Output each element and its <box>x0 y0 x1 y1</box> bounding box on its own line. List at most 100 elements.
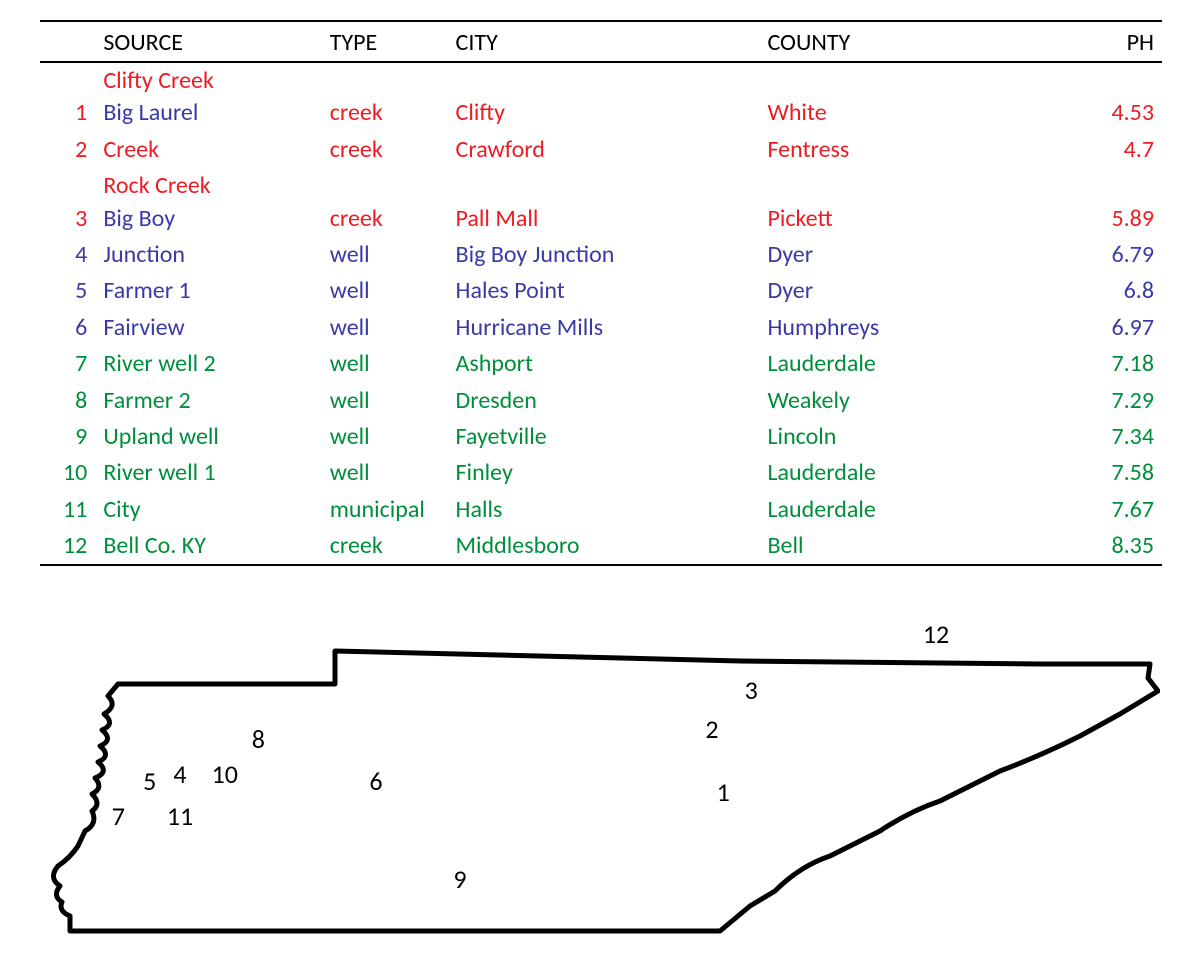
table-row: 9Upland wellwellFayetvilleLincoln7.34 <box>40 419 1162 455</box>
header-source: SOURCE <box>95 21 321 62</box>
row-county: Weakely <box>759 383 1051 419</box>
row-type: well <box>322 455 448 491</box>
table-row: 4JunctionwellBig Boy JunctionDyer6.79 <box>40 237 1162 273</box>
map-point-label: 2 <box>705 713 718 745</box>
row-city: Finley <box>448 455 760 491</box>
row-source: Fairview <box>95 310 321 346</box>
row-city: Hales Point <box>448 273 760 309</box>
row-source: City <box>95 492 321 528</box>
table-row: 8Farmer 2wellDresdenWeakely7.29 <box>40 383 1162 419</box>
tennessee-outline-icon <box>40 606 1160 956</box>
row-number: 6 <box>40 310 95 346</box>
row-source: River well 2 <box>95 346 321 382</box>
row-city: Big Boy Junction <box>448 237 760 273</box>
row-source: Junction <box>95 237 321 273</box>
map-point-label: 12 <box>923 618 949 650</box>
row-city: Middlesboro <box>448 528 760 565</box>
row-number: 11 <box>40 492 95 528</box>
table-row: 3Rock CreekBig BoycreekPall MallPickett5… <box>40 168 1162 237</box>
table-row: 12Bell Co. KYcreekMiddlesboroBell8.35 <box>40 528 1162 565</box>
row-city: Clifty <box>448 62 760 132</box>
table-row: 1Clifty CreekBig LaurelcreekCliftyWhite4… <box>40 62 1162 132</box>
row-county: Fentress <box>759 132 1051 168</box>
map-point-label: 7 <box>112 800 125 832</box>
row-source: Rock CreekBig Boy <box>95 168 321 237</box>
row-number: 2 <box>40 132 95 168</box>
row-source: Upland well <box>95 419 321 455</box>
row-county: Bell <box>759 528 1051 565</box>
row-ph: 7.58 <box>1051 455 1162 491</box>
table-row: 5Farmer 1wellHales PointDyer6.8 <box>40 273 1162 309</box>
table-header-row: SOURCE TYPE CITY COUNTY PH <box>40 21 1162 62</box>
row-number: 10 <box>40 455 95 491</box>
table-row: 6FairviewwellHurricane MillsHumphreys6.9… <box>40 310 1162 346</box>
map-point-label: 3 <box>745 674 758 706</box>
row-county: Lauderdale <box>759 455 1051 491</box>
row-type: well <box>322 419 448 455</box>
row-ph: 5.89 <box>1051 168 1162 237</box>
row-county: Pickett <box>759 168 1051 237</box>
row-type: well <box>322 310 448 346</box>
row-source: Farmer 2 <box>95 383 321 419</box>
row-ph: 6.79 <box>1051 237 1162 273</box>
tennessee-map: 123285410617119 <box>40 606 1160 956</box>
row-ph: 7.18 <box>1051 346 1162 382</box>
row-ph: 6.8 <box>1051 273 1162 309</box>
map-point-label: 10 <box>212 758 238 790</box>
row-county: Lincoln <box>759 419 1051 455</box>
row-county: White <box>759 62 1051 132</box>
header-num <box>40 21 95 62</box>
row-type: creek <box>322 528 448 565</box>
row-number: 9 <box>40 419 95 455</box>
row-county: Humphreys <box>759 310 1051 346</box>
row-number: 8 <box>40 383 95 419</box>
header-county: COUNTY <box>759 21 1051 62</box>
row-type: well <box>322 383 448 419</box>
map-point-label: 4 <box>173 758 186 790</box>
row-county: Dyer <box>759 273 1051 309</box>
row-ph: 7.67 <box>1051 492 1162 528</box>
row-type: well <box>322 237 448 273</box>
water-sources-table: SOURCE TYPE CITY COUNTY PH 1Clifty Creek… <box>40 20 1162 566</box>
row-ph: 7.29 <box>1051 383 1162 419</box>
row-source: Bell Co. KY <box>95 528 321 565</box>
row-city: Crawford <box>448 132 760 168</box>
map-point-label: 8 <box>252 723 265 755</box>
row-source: Creek <box>95 132 321 168</box>
row-county: Lauderdale <box>759 492 1051 528</box>
row-type: creek <box>322 62 448 132</box>
row-ph: 8.35 <box>1051 528 1162 565</box>
row-city: Fayetville <box>448 419 760 455</box>
row-type: creek <box>322 132 448 168</box>
table-row: 7River well 2wellAshportLauderdale7.18 <box>40 346 1162 382</box>
map-point-label: 5 <box>143 765 156 797</box>
row-number: 5 <box>40 273 95 309</box>
row-city: Pall Mall <box>448 168 760 237</box>
header-ph: PH <box>1051 21 1162 62</box>
map-point-label: 6 <box>369 765 382 797</box>
row-county: Lauderdale <box>759 346 1051 382</box>
table-row: 11CitymunicipalHallsLauderdale7.67 <box>40 492 1162 528</box>
row-city: Ashport <box>448 346 760 382</box>
row-number: 7 <box>40 346 95 382</box>
row-number: 12 <box>40 528 95 565</box>
row-source: Farmer 1 <box>95 273 321 309</box>
row-county: Dyer <box>759 237 1051 273</box>
row-number: 1 <box>40 62 95 132</box>
row-type: creek <box>322 168 448 237</box>
map-point-label: 9 <box>453 863 466 895</box>
row-city: Hurricane Mills <box>448 310 760 346</box>
map-point-label: 11 <box>167 800 193 832</box>
row-source: Clifty CreekBig Laurel <box>95 62 321 132</box>
row-ph: 7.34 <box>1051 419 1162 455</box>
table-row: 10River well 1wellFinleyLauderdale7.58 <box>40 455 1162 491</box>
row-ph: 4.7 <box>1051 132 1162 168</box>
row-ph: 6.97 <box>1051 310 1162 346</box>
row-type: municipal <box>322 492 448 528</box>
header-type: TYPE <box>322 21 448 62</box>
row-number: 4 <box>40 237 95 273</box>
row-city: Halls <box>448 492 760 528</box>
row-number: 3 <box>40 168 95 237</box>
row-type: well <box>322 273 448 309</box>
table-row: 2CreekcreekCrawfordFentress4.7 <box>40 132 1162 168</box>
